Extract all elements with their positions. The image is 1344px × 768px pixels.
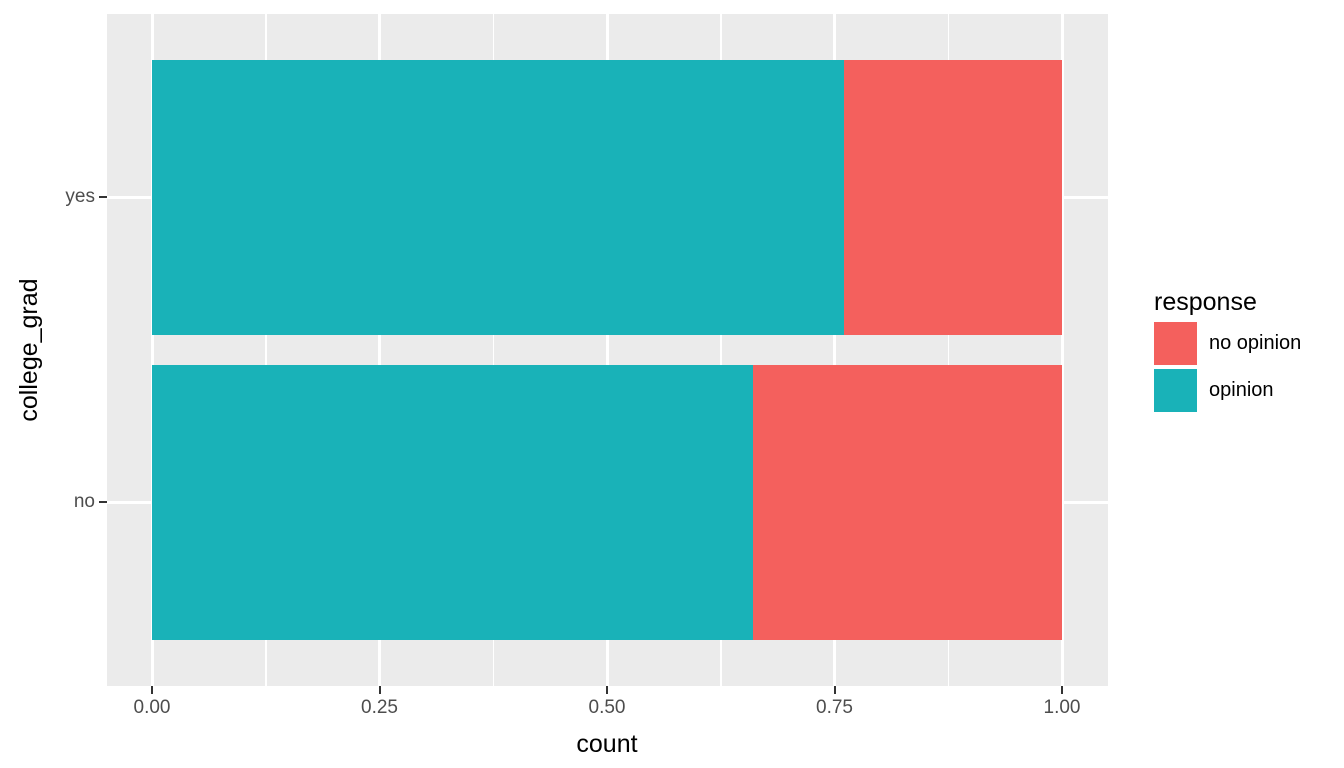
- x-tick-mark: [606, 686, 608, 694]
- bar-segment-no-opinion: [152, 364, 753, 640]
- legend-item: opinion: [1154, 369, 1301, 412]
- minor-gridline-vertical: [947, 14, 949, 686]
- x-tick-label: 0.00: [133, 697, 171, 718]
- major-gridline-vertical: [378, 14, 381, 686]
- legend-key-swatch: [1154, 369, 1197, 412]
- y-tick-mark: [99, 196, 107, 198]
- legend-key-swatch: [1154, 322, 1197, 365]
- x-tick-mark: [151, 686, 153, 694]
- y-tick-label: no: [73, 491, 95, 512]
- x-tick-mark: [378, 686, 381, 694]
- minor-gridline-vertical: [492, 14, 494, 686]
- bar-segment-yes-no-opinion: [843, 59, 1062, 335]
- x-tick-label: 0.25: [361, 697, 398, 718]
- minor-gridline-vertical: [265, 14, 267, 686]
- x-tick-label: 1.00: [1043, 697, 1081, 718]
- x-tick-label: 0.75: [816, 697, 853, 718]
- major-gridline-vertical: [605, 14, 609, 686]
- x-axis-title: count: [576, 730, 638, 758]
- major-gridline-vertical: [833, 14, 836, 686]
- legend-title: response: [1154, 288, 1257, 316]
- major-gridline-vertical: [1060, 14, 1064, 686]
- y-tick-mark: [99, 501, 107, 503]
- legend-item-label: opinion: [1209, 379, 1274, 401]
- x-tick-mark: [1061, 686, 1063, 694]
- plot-panel: [107, 14, 1108, 686]
- bar-segment-yes-opinion: [152, 59, 844, 335]
- x-tick-label: 0.50: [588, 697, 626, 718]
- y-tick-label: yes: [65, 186, 95, 207]
- legend-item: no opinion: [1154, 322, 1301, 365]
- legend-item-label: no opinion: [1209, 332, 1302, 354]
- y-axis-title: college_grad: [15, 278, 43, 422]
- major-gridline-vertical: [150, 14, 154, 686]
- minor-gridline-vertical: [720, 14, 722, 686]
- x-tick-mark: [833, 686, 836, 694]
- legend: response no opinion opinion: [1154, 288, 1301, 416]
- bar-segment-no-no-opinion: [752, 364, 1062, 640]
- legend-items: no opinion opinion: [1154, 322, 1301, 412]
